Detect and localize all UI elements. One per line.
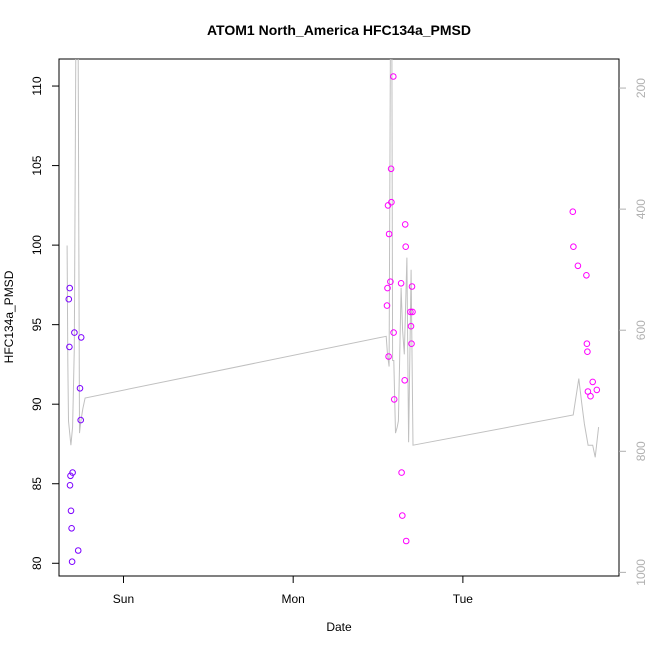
data-point xyxy=(66,343,73,351)
data-point xyxy=(589,378,597,386)
data-point xyxy=(408,283,416,290)
data-point xyxy=(407,308,414,316)
y-axis-right: 200 400 600 800 1000 xyxy=(619,78,648,586)
data-point xyxy=(66,284,73,292)
y-axis-left: 80 85 90 95 100 105 110 xyxy=(30,76,59,570)
data-point xyxy=(65,295,73,303)
y2-tick-label: 400 xyxy=(634,199,648,219)
data-point xyxy=(570,243,577,250)
data-point xyxy=(583,272,590,279)
data-point xyxy=(68,558,76,566)
y2-tick-label: 1000 xyxy=(634,559,648,586)
data-point xyxy=(574,262,582,270)
data-point xyxy=(77,416,84,424)
data-point xyxy=(390,396,398,403)
data-point xyxy=(401,377,409,384)
data-point xyxy=(74,547,82,554)
y2-tick-label: 800 xyxy=(634,441,648,461)
data-point xyxy=(67,507,75,515)
y-tick-label: 100 xyxy=(30,235,44,255)
y-tick-label: 110 xyxy=(30,76,44,95)
y-tick-label: 90 xyxy=(30,397,44,411)
data-point xyxy=(399,512,406,519)
data-point xyxy=(398,469,405,476)
y-tick-label: 85 xyxy=(30,477,44,491)
data-point xyxy=(66,482,74,489)
y2-tick-label: 200 xyxy=(634,78,648,98)
y-tick-label: 105 xyxy=(30,155,44,175)
data-point xyxy=(587,392,594,400)
data-point xyxy=(384,284,391,292)
y-tick-label: 95 xyxy=(30,318,44,332)
plot-frame xyxy=(58,58,620,577)
x-tick-label: Tue xyxy=(453,592,474,606)
data-point xyxy=(71,329,78,336)
data-point xyxy=(401,221,409,228)
line-series-path xyxy=(66,59,600,458)
data-point xyxy=(76,385,84,392)
y-tick-label: 80 xyxy=(30,556,44,570)
data-point xyxy=(385,353,392,360)
x-tick-label: Sun xyxy=(113,592,134,606)
x-axis-label: Date xyxy=(326,620,352,634)
data-point xyxy=(68,525,75,532)
points-layer xyxy=(65,73,601,566)
data-point xyxy=(408,340,415,348)
data-point xyxy=(402,537,410,545)
x-tick-label: Mon xyxy=(282,592,305,606)
data-point xyxy=(583,340,591,348)
y-axis-label: HFC134a_PMSD xyxy=(2,270,16,363)
data-point xyxy=(385,230,393,238)
right-axis-line-series xyxy=(66,59,600,458)
data-point xyxy=(387,278,394,286)
data-point xyxy=(397,280,405,287)
data-point xyxy=(407,322,415,330)
data-point xyxy=(387,165,395,173)
data-point xyxy=(569,208,577,215)
data-point xyxy=(593,386,601,394)
data-point xyxy=(584,348,591,356)
chart-title: ATOM1 North_America HFC134a_PMSD xyxy=(207,22,471,38)
x-axis: Sun Mon Tue xyxy=(113,576,474,606)
y2-tick-label: 600 xyxy=(634,320,648,340)
data-point xyxy=(390,73,397,80)
data-point xyxy=(402,243,410,250)
data-point xyxy=(409,308,416,316)
data-point xyxy=(383,302,391,309)
data-point xyxy=(390,329,397,336)
data-point xyxy=(77,334,85,341)
data-point xyxy=(69,469,76,476)
data-point xyxy=(388,198,395,206)
